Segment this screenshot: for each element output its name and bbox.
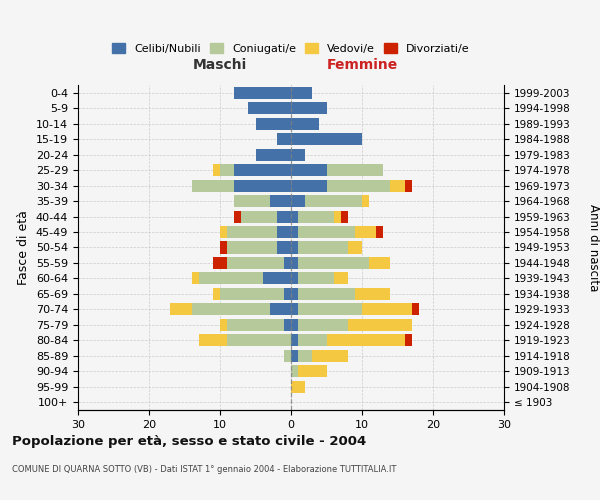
- Bar: [362, 195, 369, 207]
- Text: Maschi: Maschi: [193, 58, 247, 72]
- Bar: [298, 319, 348, 331]
- Bar: [241, 210, 277, 222]
- Bar: [284, 350, 291, 362]
- Bar: [220, 226, 227, 238]
- Bar: [369, 257, 391, 269]
- Bar: [213, 257, 227, 269]
- Bar: [341, 210, 348, 222]
- Bar: [170, 304, 191, 316]
- Bar: [227, 242, 277, 254]
- Bar: [298, 304, 362, 316]
- Bar: [291, 164, 326, 176]
- Bar: [277, 210, 291, 222]
- Bar: [291, 133, 362, 145]
- Bar: [220, 164, 234, 176]
- Bar: [334, 210, 341, 222]
- Bar: [234, 86, 291, 99]
- Bar: [355, 226, 376, 238]
- Bar: [256, 118, 291, 130]
- Bar: [291, 210, 298, 222]
- Bar: [227, 226, 277, 238]
- Bar: [291, 102, 326, 115]
- Bar: [305, 195, 362, 207]
- Bar: [404, 334, 412, 346]
- Y-axis label: Anni di nascita: Anni di nascita: [587, 204, 600, 291]
- Bar: [277, 242, 291, 254]
- Bar: [291, 304, 298, 316]
- Bar: [227, 334, 291, 346]
- Bar: [291, 118, 319, 130]
- Text: COMUNE DI QUARNA SOTTO (VB) - Dati ISTAT 1° gennaio 2004 - Elaborazione TUTTITAL: COMUNE DI QUARNA SOTTO (VB) - Dati ISTAT…: [12, 465, 397, 474]
- Bar: [291, 86, 313, 99]
- Bar: [234, 195, 270, 207]
- Bar: [213, 164, 220, 176]
- Bar: [298, 288, 355, 300]
- Bar: [291, 350, 298, 362]
- Bar: [227, 319, 284, 331]
- Bar: [291, 288, 298, 300]
- Bar: [355, 288, 391, 300]
- Bar: [326, 180, 391, 192]
- Bar: [298, 366, 326, 378]
- Bar: [199, 334, 227, 346]
- Bar: [191, 180, 234, 192]
- Bar: [220, 319, 227, 331]
- Bar: [362, 304, 412, 316]
- Bar: [348, 242, 362, 254]
- Bar: [298, 257, 369, 269]
- Bar: [284, 288, 291, 300]
- Bar: [298, 226, 355, 238]
- Bar: [291, 226, 298, 238]
- Bar: [248, 102, 291, 115]
- Bar: [270, 195, 291, 207]
- Bar: [291, 195, 305, 207]
- Bar: [404, 180, 412, 192]
- Bar: [313, 350, 348, 362]
- Bar: [334, 272, 348, 284]
- Bar: [298, 242, 348, 254]
- Bar: [199, 272, 263, 284]
- Bar: [227, 257, 284, 269]
- Bar: [298, 334, 326, 346]
- Bar: [326, 164, 383, 176]
- Text: Popolazione per età, sesso e stato civile - 2004: Popolazione per età, sesso e stato civil…: [12, 435, 366, 448]
- Bar: [284, 319, 291, 331]
- Bar: [291, 148, 305, 160]
- Bar: [326, 334, 404, 346]
- Legend: Celibi/Nubili, Coniugati/e, Vedovi/e, Divorziati/e: Celibi/Nubili, Coniugati/e, Vedovi/e, Di…: [108, 38, 474, 58]
- Bar: [291, 272, 298, 284]
- Bar: [291, 334, 298, 346]
- Bar: [277, 133, 291, 145]
- Bar: [256, 148, 291, 160]
- Bar: [348, 319, 412, 331]
- Y-axis label: Fasce di età: Fasce di età: [17, 210, 31, 285]
- Bar: [213, 288, 220, 300]
- Bar: [191, 272, 199, 284]
- Bar: [234, 210, 241, 222]
- Bar: [277, 226, 291, 238]
- Bar: [291, 319, 298, 331]
- Bar: [263, 272, 291, 284]
- Bar: [298, 350, 313, 362]
- Bar: [220, 288, 284, 300]
- Bar: [234, 164, 291, 176]
- Bar: [291, 257, 298, 269]
- Bar: [270, 304, 291, 316]
- Bar: [291, 180, 326, 192]
- Bar: [291, 366, 298, 378]
- Bar: [220, 242, 227, 254]
- Text: Femmine: Femmine: [326, 58, 398, 72]
- Bar: [376, 226, 383, 238]
- Bar: [284, 257, 291, 269]
- Bar: [191, 304, 270, 316]
- Bar: [291, 242, 298, 254]
- Bar: [291, 381, 305, 393]
- Bar: [391, 180, 404, 192]
- Bar: [298, 210, 334, 222]
- Bar: [234, 180, 291, 192]
- Bar: [298, 272, 334, 284]
- Bar: [412, 304, 419, 316]
